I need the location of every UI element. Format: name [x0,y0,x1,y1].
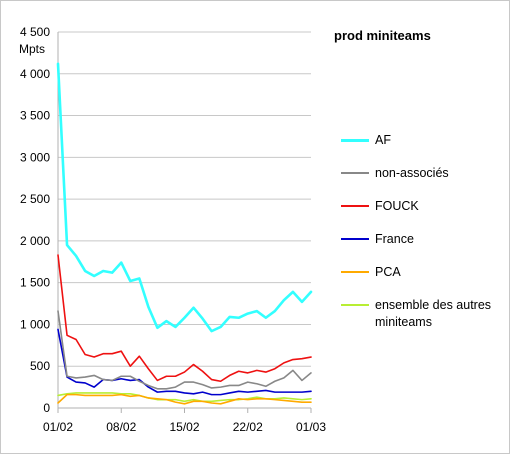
y-tick-label: 4 000 [20,67,50,81]
grid [58,31,311,409]
y-tick-label: 3 000 [20,150,50,164]
legend-swatch [341,271,369,273]
axes [57,32,312,413]
y-tick-label: 3 500 [20,109,50,123]
legend-swatch [341,139,369,142]
legend-swatch [341,304,369,306]
series-line-3 [57,328,312,396]
y-tick-label: 4 500 [20,25,50,39]
legend-item: France [341,230,501,270]
legend-label: PCA [375,265,401,279]
legend-label: non-associés [375,166,449,180]
series-line-0 [56,62,313,333]
legend-swatch [341,172,369,174]
x-tick-label: 01/02 [43,420,73,434]
legend-label: AF [375,133,391,147]
y-tick-label: 2 500 [20,192,50,206]
x-tick-label: 15/02 [169,420,199,434]
legend-item: ensemble des autres miniteams [341,296,501,336]
legend-label: FOUCK [375,199,419,213]
y-tick-label: 500 [30,359,50,373]
x-tick-labels: 01/02 08/02 15/02 22/02 01/03 [43,420,326,434]
x-tick-label: 08/02 [106,420,136,434]
y-tick-label: 1 500 [20,276,50,290]
legend-swatch [341,238,369,240]
x-tick-label: 22/02 [233,420,263,434]
y-tick-labels: 0 500 1 000 1 500 2 000 2 500 3 000 3 500 4 000 4… [20,25,50,415]
series-line-4 [57,393,312,405]
series-lines [56,62,313,405]
legend-item: AF [341,131,501,171]
series-line-1 [57,310,312,390]
legend-swatch [341,205,369,207]
legend-item: PCA [341,263,501,303]
legend-item: non-associés [341,164,501,204]
series-line-2 [57,254,312,383]
legend-item: FOUCK [341,197,501,237]
legend-label: France [375,232,414,246]
y-tick-label: 0 [43,401,50,415]
legend-label: ensemble des autres miniteams [375,298,492,329]
y-axis-label: Mpts [19,42,46,56]
x-tick-label: 01/03 [296,420,326,434]
y-tick-label: 2 000 [20,234,50,248]
y-tick-label: 1 000 [20,317,50,331]
chart-title: prod miniteams [334,28,431,43]
